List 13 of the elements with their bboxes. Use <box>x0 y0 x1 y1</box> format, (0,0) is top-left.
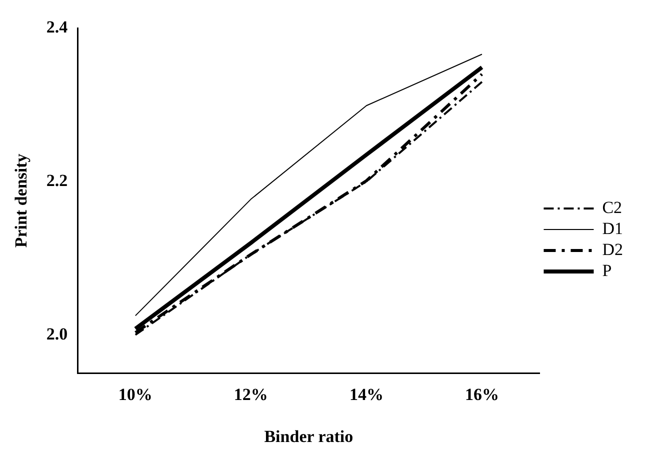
x-tick-label: 16% <box>464 384 499 404</box>
y-tick-label: 2.4 <box>46 18 68 37</box>
x-tick-label: 14% <box>349 384 384 404</box>
x-tick-label: 10% <box>118 384 152 404</box>
y-tick-label: 2.0 <box>46 324 68 344</box>
y-axis-title: Print density <box>12 153 31 248</box>
legend-label: C2 <box>602 198 622 217</box>
legend-label: D1 <box>602 218 624 238</box>
legend-label: P <box>602 260 612 280</box>
legend-label: D2 <box>602 240 624 259</box>
x-tick-label: 12% <box>234 384 268 404</box>
x-axis-title: Binder ratio <box>264 427 354 446</box>
y-tick-label: 2.2 <box>46 170 68 190</box>
